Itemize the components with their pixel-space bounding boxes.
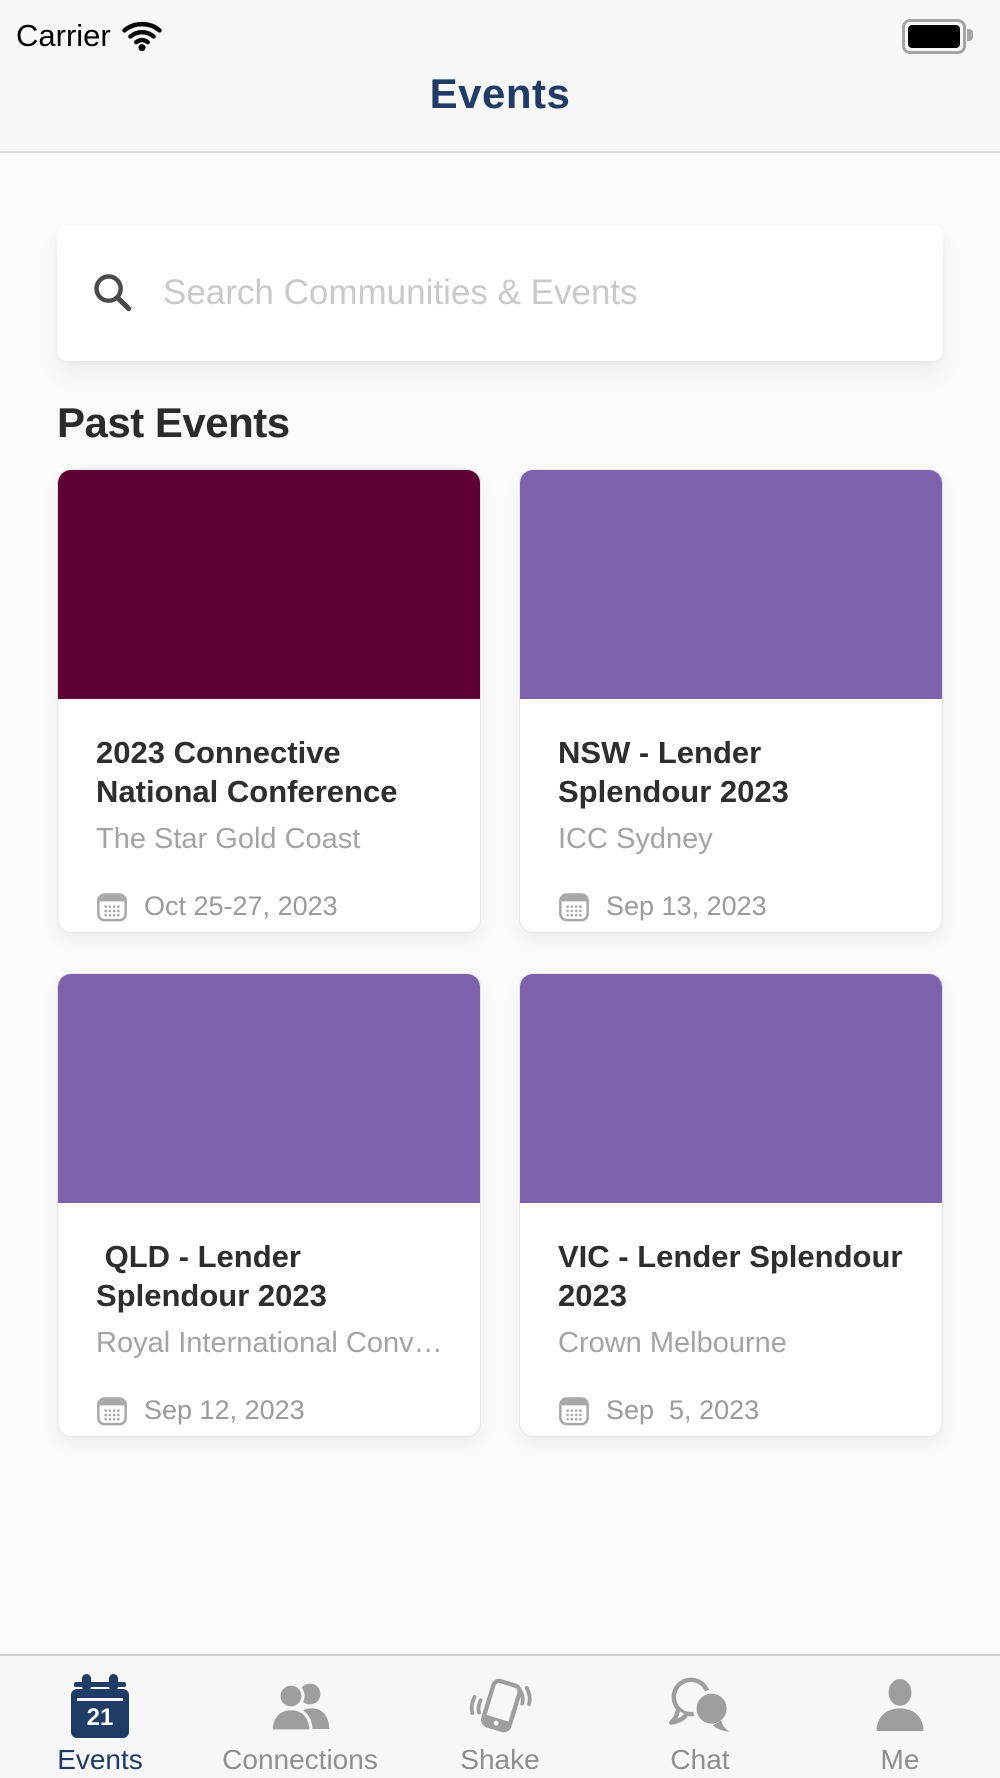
events-grid: 2023 Connective National Conference The … [57, 469, 943, 1437]
event-date: Sep 13, 2023 [606, 891, 767, 921]
tab-label: Events [57, 1744, 143, 1775]
calendar-icon [559, 893, 589, 922]
tab-label: Me [880, 1744, 920, 1775]
event-title: QLD - Lender Splendour 2023 [96, 1239, 327, 1314]
calendar-icon [559, 1397, 589, 1426]
section-title: Past Events [57, 399, 290, 446]
search-bar[interactable] [57, 225, 943, 361]
search-icon [94, 274, 132, 312]
tab-label: Chat [670, 1744, 730, 1775]
event-image [58, 974, 480, 1203]
me-person-icon [876, 1679, 924, 1731]
event-title: VIC - Lender Splendour 2023 [558, 1239, 912, 1314]
search-input[interactable] [161, 272, 909, 314]
event-title: NSW - Lender Splendour 2023 [558, 735, 789, 810]
event-venue: Crown Melbourne [558, 1327, 787, 1359]
events-badge: 21 [86, 1704, 114, 1731]
main-content: Past Events 2023 Connective National Con… [0, 225, 1000, 1437]
tab-events[interactable]: 21 Events [0, 1656, 200, 1778]
event-title: 2023 Connective National Conference [96, 735, 398, 810]
calendar-icon [97, 893, 127, 922]
event-card[interactable]: NSW - Lender Splendour 2023 ICC Sydney [519, 469, 943, 933]
battery-icon [902, 18, 973, 54]
event-date: Oct 25-27, 2023 [144, 891, 338, 921]
tab-bar: 21 Events Connections [0, 1654, 1000, 1778]
event-venue: The Star Gold Coast [96, 823, 361, 855]
page-title: Events [429, 70, 571, 117]
event-image [520, 974, 942, 1203]
event-venue: Royal International Convent... [96, 1327, 444, 1359]
tab-shake[interactable]: Shake [400, 1656, 600, 1778]
chat-bubbles-icon [669, 1677, 731, 1732]
carrier-label: Carrier [16, 18, 111, 53]
tab-label: Connections [222, 1744, 378, 1775]
event-date-row: Sep 12, 2023 [96, 1394, 444, 1427]
tab-me[interactable]: Me [800, 1656, 1000, 1778]
event-card[interactable]: VIC - Lender Splendour 2023 Crown Melbou… [519, 973, 943, 1437]
event-date: Sep 5, 2023 [606, 1395, 760, 1425]
event-card[interactable]: 2023 Connective National Conference The … [57, 469, 481, 933]
tab-connections[interactable]: Connections [200, 1656, 400, 1778]
battery-fill [908, 24, 960, 48]
event-image [58, 470, 480, 699]
navigation-header: Carrier Events [0, 0, 1000, 153]
event-date-row: Sep 5, 2023 [558, 1394, 906, 1427]
tab-label: Shake [460, 1744, 540, 1775]
event-date-row: Sep 13, 2023 [558, 890, 906, 923]
events-calendar-icon: 21 [71, 1674, 129, 1738]
event-date-row: Oct 25-27, 2023 [96, 890, 444, 923]
tab-chat[interactable]: Chat [600, 1656, 800, 1778]
calendar-icon [97, 1397, 127, 1426]
wifi-icon [122, 21, 162, 52]
event-venue: ICC Sydney [558, 823, 713, 855]
connections-icon [269, 1682, 330, 1733]
status-bar: Carrier [0, 0, 1000, 62]
battery-nub [967, 28, 973, 41]
shake-phone-icon [469, 1678, 532, 1733]
event-card[interactable]: QLD - Lender Splendour 2023 Royal Intern… [57, 973, 481, 1437]
event-date: Sep 12, 2023 [144, 1395, 305, 1425]
event-image [520, 470, 942, 699]
